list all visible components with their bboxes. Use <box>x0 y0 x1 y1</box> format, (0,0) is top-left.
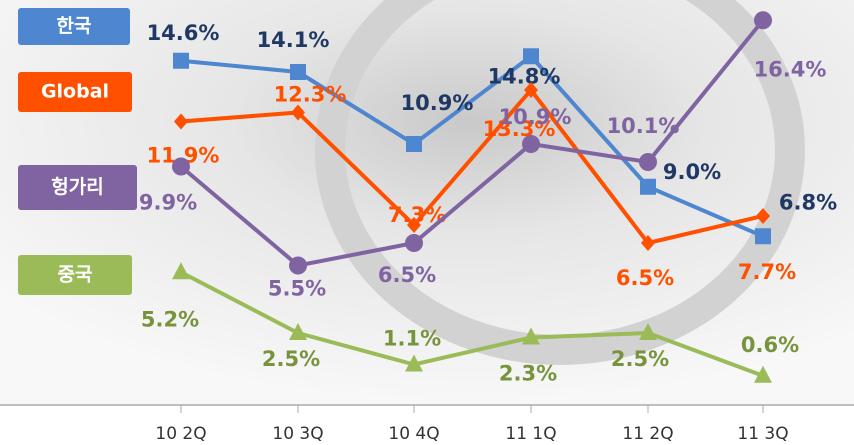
page: 10 2Q 10 3Q 10 4Q 11 1Q 11 2Q 11 3Q 14.6% 14.1%… <box>0 0 854 445</box>
value-label: 14.8% <box>488 64 561 88</box>
marker <box>173 53 189 69</box>
value-label: 10.9% <box>401 91 474 115</box>
value-label: 6.5% <box>378 263 436 287</box>
value-label: 7.7% <box>738 260 796 284</box>
marker <box>755 228 771 244</box>
value-label: 6.5% <box>616 266 674 290</box>
marker <box>289 257 307 275</box>
legend-label: 한국 <box>57 15 92 37</box>
value-label: 14.1% <box>257 28 330 52</box>
marker <box>639 153 657 171</box>
x-tick-label: 11 1Q <box>505 424 556 444</box>
x-tick-label: 10 4Q <box>388 424 439 444</box>
x-tick-label: 10 3Q <box>272 424 323 444</box>
legend-label: Global <box>41 81 109 103</box>
marker <box>640 179 656 195</box>
legend-label: 중국 <box>58 264 93 286</box>
value-label: 2.5% <box>262 347 320 371</box>
x-tick-label: 11 2Q <box>622 424 673 444</box>
marker <box>522 135 540 153</box>
legend-label: 헝가리 <box>51 176 103 198</box>
value-label: 6.8% <box>779 190 837 214</box>
marker <box>290 64 306 80</box>
value-label: 2.3% <box>499 362 557 386</box>
value-label: 16.4% <box>754 57 827 81</box>
marker <box>523 48 539 64</box>
value-label: 10.9% <box>499 105 572 129</box>
x-tick-label: 10 2Q <box>155 424 206 444</box>
chart: 10 2Q 10 3Q 10 4Q 11 1Q 11 2Q 11 3Q 14.6% 14.1%… <box>0 0 854 445</box>
value-label: 10.1% <box>607 114 680 138</box>
value-label: 2.5% <box>611 347 669 371</box>
value-label: 0.6% <box>741 333 799 357</box>
value-label: 12.3% <box>274 83 347 107</box>
value-label: 5.2% <box>141 307 199 331</box>
marker <box>754 11 772 29</box>
marker <box>406 136 422 152</box>
value-label: 9.0% <box>663 160 721 184</box>
marker <box>405 234 423 252</box>
value-label: 5.5% <box>268 277 326 301</box>
value-label: 1.1% <box>383 327 441 351</box>
marker <box>172 158 190 176</box>
value-label: 9.9% <box>139 191 197 215</box>
x-tick-label: 11 3Q <box>737 424 788 444</box>
value-label: 14.6% <box>147 21 220 45</box>
